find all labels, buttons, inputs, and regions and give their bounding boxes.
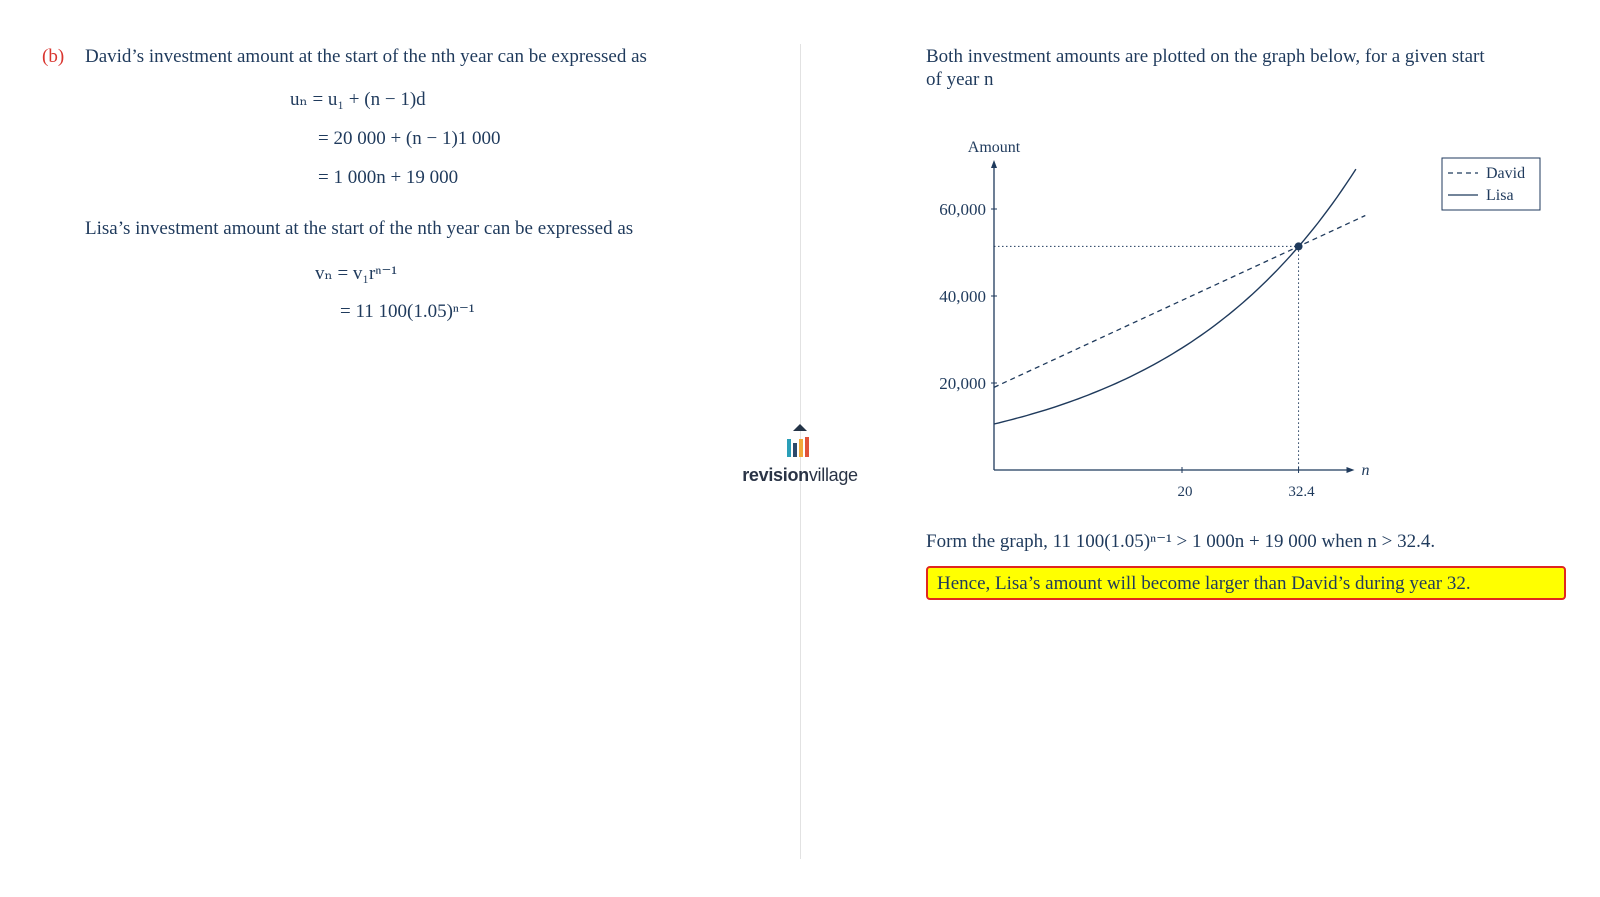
investment-chart: Amount n 20,000 40,000 60,000 20 32.4 David Lisa <box>939 139 1541 500</box>
david-intro: David’s investment amount at the start o… <box>85 46 647 67</box>
lisa-equation-2: = 11 100(1.05)ⁿ⁻¹ <box>340 301 475 322</box>
y-tick-label: 60,000 <box>939 200 986 219</box>
y-tick-label: 20,000 <box>939 374 986 393</box>
lisa-curve <box>993 168 1357 425</box>
graph-intro-line-2: of year n <box>926 69 994 90</box>
logo-wordmark: revisionvillage <box>740 465 860 486</box>
y-axis-arrow <box>991 160 997 168</box>
answer-highlight-box: Hence, Lisa’s amount will become larger … <box>926 566 1566 600</box>
david-equation-3: = 1 000n + 19 000 <box>318 167 459 188</box>
logo-icon <box>787 424 809 457</box>
david-equation-2: = 20 000 + (n − 1)1 000 <box>318 128 501 149</box>
conclusion-text: Form the graph, 11 100(1.05)ⁿ⁻¹ > 1 000n… <box>926 531 1436 552</box>
y-tick-label: 40,000 <box>939 287 986 306</box>
revisionvillage-logo: revisionvillage <box>740 423 860 493</box>
answer-text: Hence, Lisa’s amount will become larger … <box>937 573 1471 594</box>
david-line <box>993 214 1366 388</box>
david-equation-1: uₙ = u₁ + (n − 1)d <box>290 89 426 110</box>
legend-lisa-label: Lisa <box>1486 187 1514 204</box>
chart-legend <box>1441 157 1541 211</box>
intersection-point <box>1294 242 1303 251</box>
lisa-intro: Lisa’s investment amount at the start of… <box>85 218 634 239</box>
y-axis-label: Amount <box>968 139 1021 156</box>
x-tick-label: 20 <box>1178 484 1193 500</box>
lisa-equation-1: vₙ = v₁rⁿ⁻¹ <box>315 263 398 284</box>
part-label: (b) <box>42 46 65 67</box>
x-axis-label: n <box>1362 462 1370 479</box>
x-tick-label: 32.4 <box>1288 484 1315 500</box>
x-axis-arrow <box>1346 467 1355 473</box>
logo-text-bold: revision <box>742 465 809 485</box>
logo-text-light: village <box>808 465 858 485</box>
legend-david-label: David <box>1486 165 1525 182</box>
graph-intro-line-1: Both investment amounts are plotted on t… <box>926 46 1485 67</box>
